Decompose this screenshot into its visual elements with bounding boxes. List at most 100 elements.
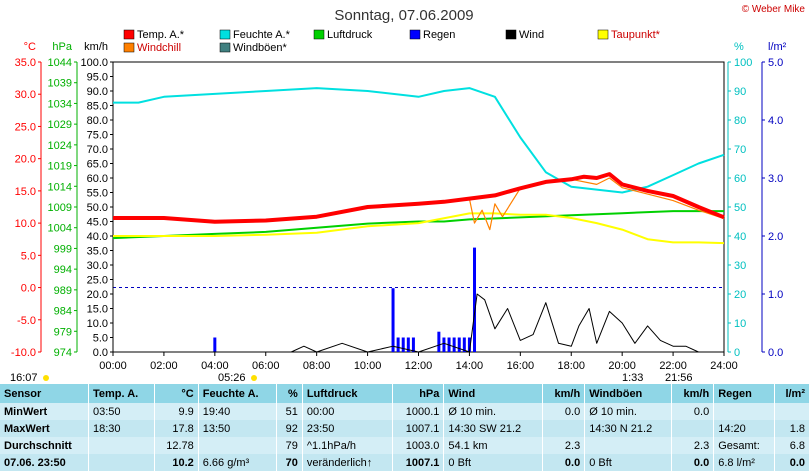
press-tick-label: 1039 [48, 78, 72, 90]
table-cell: 0 Bft [443, 454, 544, 471]
rain-tick-label: 5.0 [768, 57, 783, 69]
legend-label: Feuchte A.* [233, 29, 291, 41]
temp-tick-label: 25.0 [15, 121, 36, 133]
press-tick-label: 974 [54, 347, 72, 359]
legend-label: Luftdruck [327, 29, 373, 41]
hum-tick-label: 100 [734, 57, 752, 69]
press-tick-label: 979 [54, 326, 72, 338]
temp-tick-label: 10.0 [15, 218, 36, 230]
wind-tick-label: 15.0 [87, 304, 108, 316]
rain-tick-label: 3.0 [768, 173, 783, 185]
table-cell: 6.8 l/m² [713, 454, 776, 471]
table-header-cell: km/h [671, 384, 715, 404]
wind-tick-label: 70.0 [87, 144, 108, 156]
table-cell: 54.1 km [443, 437, 544, 454]
press-tick-label: 1024 [48, 140, 72, 152]
x-tick-label: 06:00 [252, 360, 280, 372]
wind-tick-label: 35.0 [87, 246, 108, 258]
hum-tick-label: 70 [734, 144, 746, 156]
table-header-cell: hPa [392, 384, 445, 404]
rain-bar [467, 337, 471, 352]
press-tick-label: 1019 [48, 161, 72, 173]
legend-swatch [219, 29, 231, 40]
table-cell: Ø 10 min. [584, 403, 673, 421]
table-cell: veränderlich↑ [302, 454, 393, 471]
table-cell: 1007.1 [392, 420, 445, 438]
sun-icon [43, 375, 49, 381]
wind-tick-label: 55.0 [87, 188, 108, 200]
wind-tick-label: 40.0 [87, 231, 108, 243]
copyright-label: © Weber Mike [742, 4, 806, 15]
table-cell: 2.3 [671, 437, 715, 454]
rain-bar [457, 337, 461, 352]
chart-legend: Temp. A.* Feuchte A.* Luftdruck Regen Wind Ta… [123, 29, 661, 54]
table-row: Durchschnitt 12.78 79 ^1.1hPa/h 1003.0 5… [0, 437, 810, 454]
press-tick-label: 1044 [48, 57, 72, 69]
wind-tick-label: 65.0 [87, 159, 108, 171]
plot-frame [112, 61, 725, 353]
legend-swatch [313, 29, 325, 40]
temperature-line [113, 172, 725, 224]
table-header-cell: Temp. A. [88, 384, 155, 404]
table-cell: 0.0 [671, 403, 715, 421]
temp-tick-label: 35.0 [15, 57, 36, 69]
table-header-cell: l/m² [774, 384, 810, 404]
table-row: 07.06. 23:50 10.2 6.66 g/m³ 70 veränderl… [0, 454, 810, 471]
x-tick-label: 12:00 [405, 360, 433, 372]
legend-swatch [597, 29, 609, 40]
table-row: MaxWert 18:30 17.8 13:50 92 23:50 1007.1… [0, 420, 810, 438]
x-tick-label: 08:00 [303, 360, 331, 372]
table-header-cell: km/h [542, 384, 586, 404]
table-cell: 0.0 [542, 403, 586, 421]
temp-unit-label: °C [24, 41, 36, 53]
table-cell [713, 403, 776, 421]
row-label: Durchschnitt [0, 437, 89, 454]
table-cell: 2.3 [542, 437, 586, 454]
moon-time-label: 1:33 [622, 372, 643, 384]
rain-tick-label: 1.0 [768, 289, 783, 301]
wind-tick-label: 60.0 [87, 173, 108, 185]
chart-title: Sonntag, 07.06.2009 [334, 7, 473, 24]
legend-label: Regen [423, 29, 455, 41]
legend-label: Windchill [137, 42, 181, 54]
dewpoint-line [113, 212, 725, 245]
row-label: 07.06. 23:50 [0, 454, 89, 471]
table-cell: 9.9 [154, 403, 199, 421]
legend-swatch [219, 42, 231, 53]
table-cell [774, 403, 810, 421]
x-tick-label: 16:00 [507, 360, 535, 372]
legend-swatch [123, 42, 135, 53]
table-cell: 92 [276, 420, 303, 438]
wind-tick-label: 50.0 [87, 202, 108, 214]
x-tick-label: 24:00 [710, 360, 738, 372]
table-cell: 0 Bft [584, 454, 673, 471]
table-header-cell: Windböen [584, 384, 673, 404]
legend-label: Windböen* [233, 42, 288, 54]
table-cell [671, 420, 715, 438]
temp-tick-label: 0.0 [21, 283, 36, 295]
table-cell: 0.0 [671, 454, 715, 471]
press-tick-label: 994 [54, 264, 72, 276]
table-cell [542, 420, 586, 438]
legend-swatch [123, 29, 135, 40]
table-header-row: Sensor Temp. A. °C Feuchte A. % Luftdruc… [0, 384, 810, 404]
press-tick-label: 1014 [48, 181, 72, 193]
legend-label: Taupunkt* [611, 29, 661, 41]
table-cell: ^1.1hPa/h [302, 437, 393, 454]
wind-tick-label: 80.0 [87, 115, 108, 127]
table-header-cell: Regen [713, 384, 776, 404]
wind-tick-label: 95.0 [87, 72, 108, 84]
rain-bar [442, 337, 446, 352]
rain-bar [411, 337, 415, 352]
table-cell: 12.78 [154, 437, 199, 454]
rain-bar [391, 288, 395, 352]
table-cell: 6.66 g/m³ [198, 454, 278, 471]
table-cell [88, 437, 155, 454]
sun-time-label: 16:07 [10, 372, 38, 384]
table-cell: 23:50 [302, 420, 393, 438]
table-header-cell: % [276, 384, 303, 404]
rain-bar [473, 247, 477, 352]
wind-tick-label: 100.0 [80, 57, 108, 69]
legend-label: Wind [519, 29, 544, 41]
